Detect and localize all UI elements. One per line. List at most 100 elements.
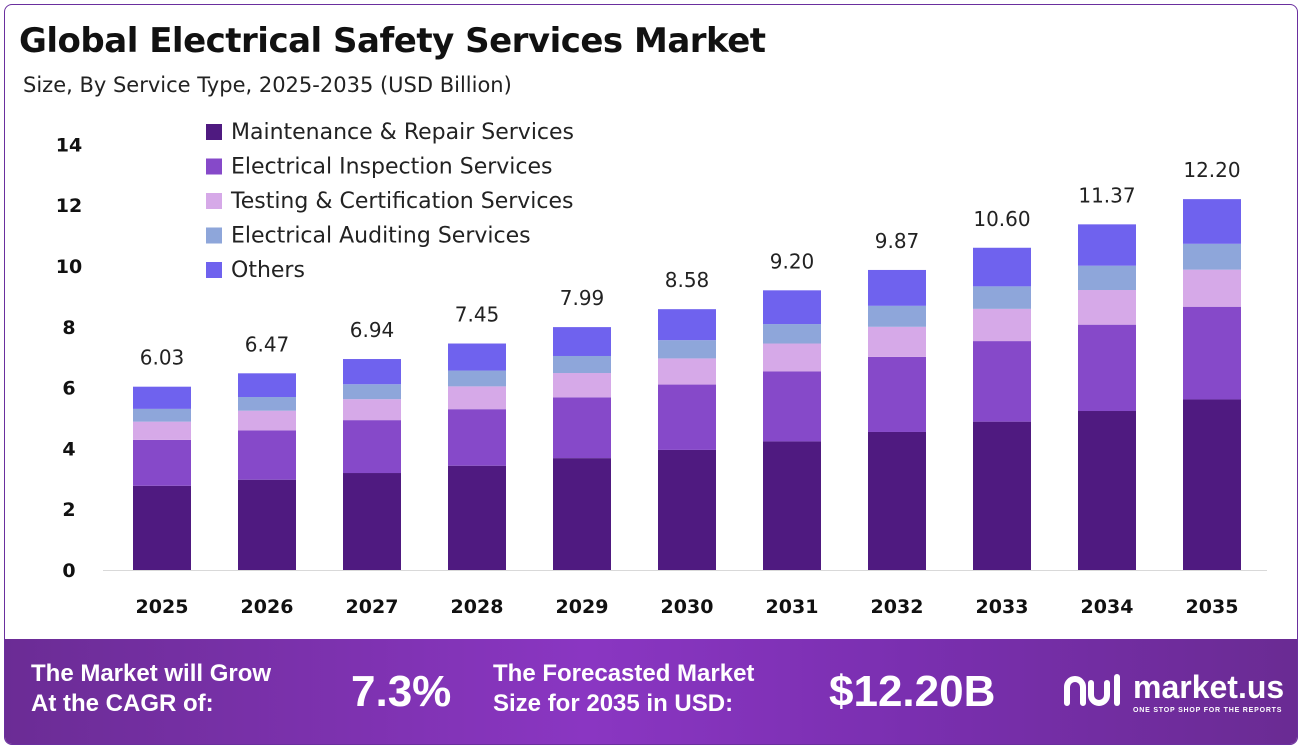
brand-logo: market.us ONE STOP SHOP FOR THE REPORTS	[1061, 669, 1297, 729]
bar-segment-4	[448, 370, 506, 387]
bar-segment-1	[238, 479, 296, 570]
summary-footer: The Market will Grow At the CAGR of: 7.3…	[5, 639, 1297, 744]
legend-label: Electrical Inspection Services	[231, 155, 553, 180]
bar-segment-2	[238, 430, 296, 480]
legend-label: Others	[231, 258, 305, 283]
bar-segment-3	[868, 326, 926, 357]
y-tick-label: 10	[56, 256, 82, 278]
bar-total-label: 9.20	[770, 249, 815, 273]
cagr-label: The Market will Grow At the CAGR of:	[31, 660, 272, 717]
bar-segment-5	[868, 269, 926, 306]
y-tick-label: 14	[56, 134, 82, 156]
cagr-value: 7.3%	[351, 667, 452, 716]
bar-segment-2	[448, 409, 506, 466]
y-tick-label: 6	[62, 378, 75, 400]
legend-swatch	[206, 158, 222, 175]
bar-segment-5	[973, 247, 1031, 287]
y-tick-label: 2	[62, 499, 75, 521]
bar-segment-3	[448, 386, 506, 410]
bar-segment-3	[133, 421, 191, 440]
bar-total-label: 7.99	[560, 286, 605, 310]
bar-segment-5	[1183, 199, 1241, 244]
bar-segment-2	[658, 384, 716, 450]
stacked-bar-chart: 0 2 4 6 8 10 12 14 6.03 2025 6.47 2026 6.94 2027 7.45 2…	[56, 120, 1267, 618]
bar-segment-2	[343, 420, 401, 474]
brand-tagline: ONE STOP SHOP FOR THE REPORTS	[1133, 707, 1283, 714]
legend-swatch	[206, 193, 222, 209]
x-tick-label: 2033	[976, 596, 1029, 618]
bar-segment-4	[868, 305, 926, 327]
bar-segment-4	[658, 340, 716, 359]
brand-name: market.us	[1133, 669, 1285, 705]
bar-segment-1	[553, 458, 611, 570]
bar-segment-1	[868, 431, 926, 570]
bar-segment-3	[553, 373, 611, 398]
bar-segment-4	[343, 384, 401, 400]
bar-segment-5	[1078, 224, 1136, 266]
bar-total-label: 11.37	[1078, 183, 1135, 207]
y-tick-label: 4	[62, 438, 75, 460]
legend-label: Maintenance & Repair Services	[231, 120, 574, 145]
x-tick-label: 2027	[346, 596, 399, 618]
x-tick-label: 2026	[241, 596, 294, 618]
bar-segment-1	[658, 449, 716, 570]
x-tick-label: 2025	[136, 596, 189, 618]
legend-swatch	[206, 227, 222, 244]
market-us-logo-icon	[1064, 674, 1120, 706]
bar-segment-4	[1183, 243, 1241, 270]
bar-segment-1	[763, 441, 821, 570]
bar-segment-5	[238, 373, 296, 398]
bar-segment-2	[1078, 324, 1136, 412]
bar-segment-2	[868, 356, 926, 432]
bar-segment-2	[1183, 306, 1241, 400]
x-tick-label: 2032	[871, 596, 924, 618]
bar-segment-4	[973, 286, 1031, 309]
x-tick-label: 2029	[556, 596, 609, 618]
bar-segment-1	[133, 485, 191, 570]
bar-total-label: 12.20	[1183, 158, 1240, 182]
bar-segment-3	[658, 358, 716, 385]
bar-segment-1	[1078, 411, 1136, 570]
page-subtitle: Size, By Service Type, 2025-2035 (USD Bi…	[23, 73, 512, 97]
forecast-value: $12.20B	[829, 667, 996, 716]
bar-segment-2	[763, 371, 821, 442]
bar-segment-2	[133, 439, 191, 486]
bar-segment-1	[343, 473, 401, 570]
x-tick-label: 2034	[1081, 596, 1134, 618]
bar-total-label: 6.47	[245, 332, 290, 356]
x-tick-label: 2035	[1186, 596, 1239, 618]
bar-segment-5	[553, 327, 611, 356]
chart-frame: Global Electrical Safety Services Market…	[4, 4, 1298, 745]
bar-total-label: 7.45	[455, 303, 500, 327]
bar-segment-5	[658, 309, 716, 341]
bar-segment-1	[1183, 399, 1241, 570]
bar-segment-3	[1078, 290, 1136, 325]
bar-segment-4	[763, 324, 821, 344]
legend-label: Electrical Auditing Services	[231, 224, 531, 249]
bar-segment-1	[973, 421, 1031, 570]
bar-segment-4	[553, 355, 611, 374]
bar-segment-5	[448, 343, 506, 371]
bar-segment-3	[973, 308, 1031, 342]
bar-segment-4	[238, 397, 296, 411]
legend-swatch	[206, 124, 222, 140]
y-tick-label: 0	[62, 560, 75, 582]
bar-segment-2	[553, 397, 611, 459]
x-tick-label: 2028	[451, 596, 504, 618]
bar-segment-3	[763, 343, 821, 372]
bar-segment-5	[343, 359, 401, 385]
bar-total-label: 9.87	[875, 229, 920, 253]
bar-segment-3	[343, 399, 401, 421]
forecast-label: The Forecasted Market Size for 2035 in U…	[493, 660, 755, 717]
bar-segment-5	[763, 290, 821, 325]
x-tick-label: 2031	[766, 596, 819, 618]
bar-total-label: 8.58	[665, 268, 710, 292]
bar-segment-2	[973, 341, 1031, 422]
y-tick-label: 12	[56, 195, 82, 217]
bar-segment-3	[1183, 269, 1241, 307]
legend-label: Testing & Certification Services	[230, 189, 574, 214]
bar-segment-3	[238, 410, 296, 431]
x-tick-label: 2030	[661, 596, 714, 618]
bar-total-label: 6.94	[350, 318, 395, 342]
bar-segment-4	[133, 408, 191, 422]
